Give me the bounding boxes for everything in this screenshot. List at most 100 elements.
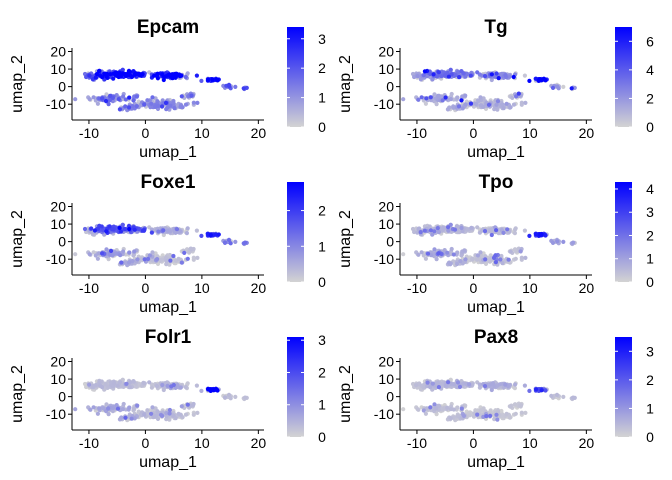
x-tick-label: -10 xyxy=(79,435,99,451)
cell-point xyxy=(191,257,196,262)
cell-point xyxy=(199,78,204,83)
cell-point xyxy=(401,97,406,102)
cell-point xyxy=(460,229,465,234)
cell-point xyxy=(449,72,454,77)
x-axis-title: umap_1 xyxy=(467,299,525,316)
cell-point xyxy=(195,410,200,415)
cell-point xyxy=(118,380,123,385)
cell-point xyxy=(228,396,233,401)
cell-point xyxy=(418,230,423,235)
x-tick-label: 0 xyxy=(470,435,478,451)
cell-point xyxy=(534,232,539,237)
cell-point xyxy=(512,386,518,391)
cell-point xyxy=(504,411,509,416)
cell-point xyxy=(415,230,420,235)
cell-point xyxy=(207,387,212,392)
cell-point xyxy=(505,227,510,232)
cell-point xyxy=(95,101,100,106)
cell-point xyxy=(147,380,152,385)
cell-point xyxy=(182,250,187,255)
cell-point xyxy=(459,69,464,74)
cell-point xyxy=(503,73,508,78)
y-tick-label: 20 xyxy=(50,44,66,60)
x-axis-title: umap_1 xyxy=(467,454,525,471)
x-tick-label: 0 xyxy=(142,280,150,296)
cell-point xyxy=(419,95,424,100)
cell-point xyxy=(127,250,132,255)
cell-point xyxy=(160,413,165,418)
cell-point xyxy=(109,227,115,232)
colorbar-tick-label: 2 xyxy=(646,90,654,106)
cell-point xyxy=(448,67,453,72)
y-axis-title: umap_2 xyxy=(337,210,354,268)
cell-point xyxy=(117,107,122,112)
cell-point xyxy=(424,74,430,79)
cell-point xyxy=(550,85,556,90)
cell-point xyxy=(513,227,518,232)
cell-point xyxy=(156,104,161,109)
cell-point xyxy=(511,102,517,107)
y-tick-label: 0 xyxy=(58,389,66,405)
cell-point xyxy=(185,381,190,386)
cell-point xyxy=(172,106,177,111)
cell-point xyxy=(477,385,482,390)
cell-point xyxy=(455,380,461,385)
y-tick-label: 0 xyxy=(58,234,66,250)
cell-point xyxy=(103,382,108,387)
cell-point xyxy=(149,385,154,390)
cell-point xyxy=(511,74,516,80)
cell-point xyxy=(155,76,160,81)
y-tick-label: 10 xyxy=(378,216,394,232)
cell-point xyxy=(463,257,468,262)
cell-point xyxy=(103,98,109,104)
cell-point xyxy=(436,93,441,98)
cell-point xyxy=(498,257,503,262)
cell-point xyxy=(177,74,182,79)
cell-point xyxy=(455,95,460,100)
y-tick-label: 20 xyxy=(378,199,394,215)
cell-point xyxy=(468,73,473,78)
cell-point xyxy=(475,412,480,417)
cell-point xyxy=(145,256,151,261)
cell-point xyxy=(165,228,170,233)
colorbar-tick-label: 6 xyxy=(646,33,654,49)
cell-point xyxy=(455,250,460,255)
cell-point xyxy=(155,257,160,262)
cell-point xyxy=(445,250,450,255)
cell-point xyxy=(453,73,458,78)
cell-point xyxy=(91,95,96,100)
cell-point xyxy=(421,385,426,390)
cell-point xyxy=(436,251,441,256)
cell-point xyxy=(170,76,175,81)
cell-point xyxy=(489,232,494,238)
cell-point xyxy=(475,257,480,262)
cell-point xyxy=(95,256,100,261)
cell-point xyxy=(171,382,176,388)
x-tick-label: 20 xyxy=(579,125,595,141)
cell-point xyxy=(100,251,105,256)
cell-point xyxy=(459,225,464,231)
cell-point xyxy=(150,258,155,263)
cell-point xyxy=(149,227,154,232)
cell-point xyxy=(539,232,544,237)
cell-point xyxy=(127,226,132,232)
cell-point xyxy=(494,412,499,417)
cell-point xyxy=(429,253,434,258)
cell-point xyxy=(149,411,154,416)
cell-point xyxy=(222,240,228,245)
cell-point xyxy=(457,384,463,389)
cell-point xyxy=(199,388,204,393)
cell-point xyxy=(104,402,109,407)
cell-point xyxy=(185,402,190,407)
cell-point xyxy=(89,226,94,231)
y-tick-label: 0 xyxy=(386,389,394,405)
cell-point xyxy=(111,76,116,81)
cell-point xyxy=(508,404,513,409)
cell-point xyxy=(500,102,505,107)
cell-point xyxy=(115,383,120,388)
cell-point xyxy=(436,230,441,235)
x-tick-label: 20 xyxy=(251,125,267,141)
cell-point xyxy=(140,228,145,233)
cell-point xyxy=(522,73,528,78)
